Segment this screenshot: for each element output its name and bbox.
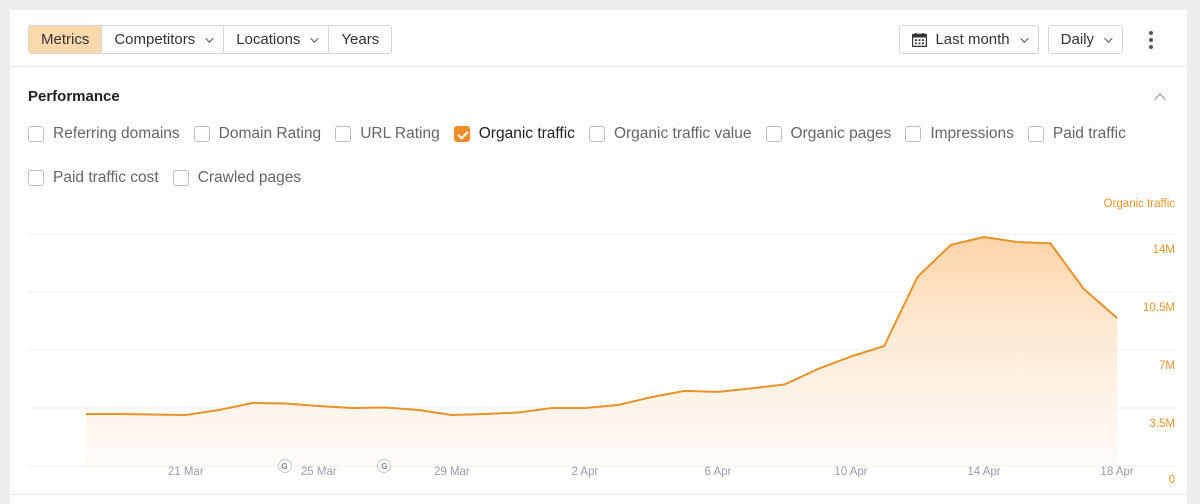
checkbox-checked-icon[interactable] xyxy=(453,126,470,142)
area-fill xyxy=(86,237,1118,466)
metric-label: Crawled pages xyxy=(197,169,302,186)
checkbox-icon[interactable] xyxy=(588,126,605,142)
tab-metrics[interactable]: Metrics xyxy=(29,26,103,53)
metric-checkbox-domain-rating[interactable]: Domain Rating xyxy=(193,123,322,145)
y-tick-label: 10.5M xyxy=(1143,302,1175,314)
chevron-up-icon[interactable] xyxy=(1153,90,1169,104)
checkbox-icon[interactable] xyxy=(28,126,44,142)
tab-label: Locations xyxy=(236,31,301,48)
checkbox-icon[interactable] xyxy=(28,170,44,186)
x-tick-label: 21 Mar xyxy=(167,466,204,478)
metric-checkbox-paid-traffic[interactable]: Paid traffic xyxy=(1027,123,1126,145)
performance-card: Metrics Competitors Locations Years xyxy=(10,10,1187,504)
google-update-marker-icon[interactable]: G xyxy=(377,459,392,473)
checkbox-icon[interactable] xyxy=(905,126,922,142)
metric-label: Impressions xyxy=(930,125,1014,142)
tab-locations[interactable]: Locations xyxy=(224,26,330,53)
period-dropdown[interactable]: Last month xyxy=(899,25,1039,54)
x-tick-label: 6 Apr xyxy=(704,466,732,478)
y-axis-title: Organic traffic xyxy=(1103,198,1175,210)
checkbox-icon[interactable] xyxy=(765,126,782,142)
chevron-down-icon xyxy=(1019,33,1029,43)
toolbar-right: Last month Daily xyxy=(899,25,1187,54)
toolbar: Metrics Competitors Locations Years xyxy=(10,10,1187,67)
tab-label: Years xyxy=(341,31,380,48)
chart-plot-area xyxy=(28,233,1175,467)
y-tick-label: 3.5M xyxy=(1149,418,1175,430)
tab-years[interactable]: Years xyxy=(329,26,392,53)
metric-label: Domain Rating xyxy=(218,125,322,142)
y-tick-label: 0 xyxy=(1168,474,1175,486)
metric-label: Organic traffic xyxy=(478,125,575,142)
view-segmented-control: Metrics Competitors Locations Years xyxy=(28,25,393,54)
more-vertical-icon[interactable] xyxy=(1131,25,1171,54)
metric-label: Referring domains xyxy=(53,125,180,142)
metric-label: Organic traffic value xyxy=(613,125,752,142)
x-tick-label: 18 Apr xyxy=(1100,466,1134,478)
tab-label: Competitors xyxy=(114,31,196,48)
organic-traffic-chart: Organic traffic 14M 10.5M 7M 3.5M 0 21 Mar 25 … xyxy=(10,190,1187,490)
y-tick-label: 14M xyxy=(1152,244,1175,256)
checkbox-icon[interactable] xyxy=(172,170,189,186)
chevron-down-icon xyxy=(1104,33,1113,43)
divider xyxy=(10,494,1187,495)
granularity-dropdown[interactable]: Daily xyxy=(1047,25,1123,54)
metric-checkbox-impressions[interactable]: Impressions xyxy=(905,123,1014,145)
metric-checkbox-organic-traffic-value[interactable]: Organic traffic value xyxy=(588,123,752,145)
checkbox-icon[interactable] xyxy=(193,126,210,142)
granularity-label: Daily xyxy=(1060,31,1094,48)
metric-checkbox-url-rating[interactable]: URL Rating xyxy=(335,123,440,145)
x-tick-label: 10 Apr xyxy=(834,466,868,478)
x-tick-label: 14 Apr xyxy=(967,466,1001,478)
x-tick-label: 2 Apr xyxy=(571,466,599,478)
metric-checkbox-paid-traffic-cost[interactable]: Paid traffic cost xyxy=(28,167,159,189)
x-tick-label: 29 Mar xyxy=(433,466,470,478)
chevron-down-icon xyxy=(310,33,320,43)
metric-label: Organic pages xyxy=(790,125,892,142)
metric-checkbox-referring-domains[interactable]: Referring domains xyxy=(28,123,180,145)
metric-checkbox-organic-pages[interactable]: Organic pages xyxy=(765,123,892,145)
metric-label: Paid traffic xyxy=(1052,125,1126,142)
google-update-marker-icon[interactable]: G xyxy=(277,459,292,473)
metric-checkbox-organic-traffic[interactable]: Organic traffic xyxy=(453,123,575,145)
metric-checkbox-crawled-pages[interactable]: Crawled pages xyxy=(172,167,302,189)
calendar-icon xyxy=(912,32,928,47)
chevron-down-icon xyxy=(205,33,214,43)
metric-label: URL Rating xyxy=(360,125,440,142)
tab-competitors[interactable]: Competitors xyxy=(102,26,225,53)
tab-label: Metrics xyxy=(41,31,90,48)
organic-traffic-line[interactable] xyxy=(86,236,1118,416)
period-label: Last month xyxy=(935,31,1010,48)
y-tick-label: 7M xyxy=(1159,360,1175,372)
section-title: Performance xyxy=(28,88,120,105)
checkbox-icon[interactable] xyxy=(1027,126,1044,142)
metric-checkbox-list: Referring domains Domain Rating URL Rating… xyxy=(28,123,1178,189)
x-tick-label: 25 Mar xyxy=(300,466,337,478)
metric-label: Paid traffic cost xyxy=(53,169,159,186)
checkbox-icon[interactable] xyxy=(335,126,352,142)
